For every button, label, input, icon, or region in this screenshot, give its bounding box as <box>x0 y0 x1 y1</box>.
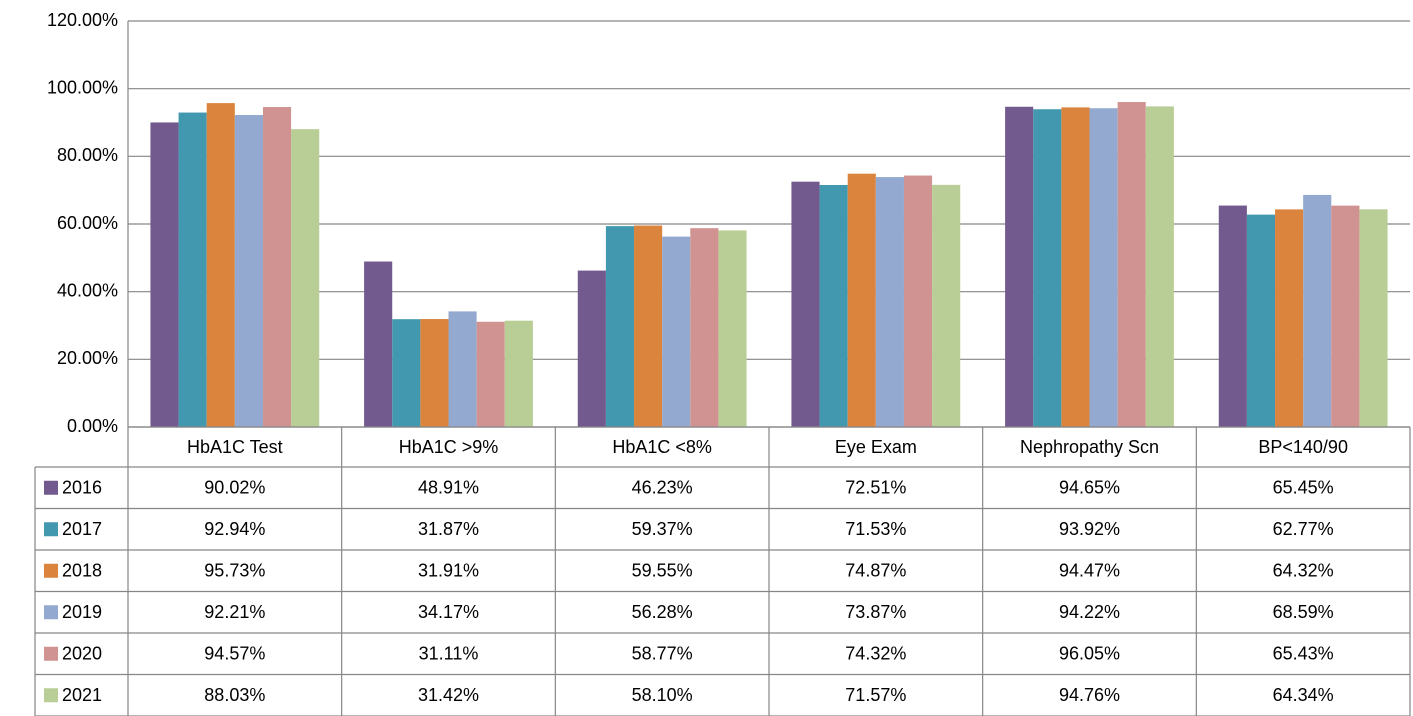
table-value: 96.05% <box>1059 644 1120 664</box>
y-tick-label: 60.00% <box>57 213 118 233</box>
table-value: 92.21% <box>204 602 265 622</box>
legend-swatch <box>44 688 58 703</box>
bar <box>1089 108 1118 427</box>
table-value: 95.73% <box>204 561 265 581</box>
bar <box>1145 106 1174 428</box>
legend-swatch <box>44 563 58 578</box>
table-value: 74.87% <box>845 561 906 581</box>
y-tick-label: 20.00% <box>57 348 118 368</box>
table-value: 94.65% <box>1059 478 1120 498</box>
table-value: 31.87% <box>418 519 479 539</box>
legend-swatch <box>44 480 58 495</box>
table-value: 62.77% <box>1273 519 1334 539</box>
bar <box>206 103 235 428</box>
bar <box>791 181 820 427</box>
bar <box>1061 107 1090 428</box>
y-tick-label: 80.00% <box>57 145 118 165</box>
bar <box>178 112 207 427</box>
bar <box>1218 205 1247 427</box>
bar <box>605 226 635 427</box>
bar <box>504 320 533 427</box>
table-value: 64.34% <box>1273 685 1334 705</box>
bar <box>634 225 663 427</box>
bar <box>1359 209 1388 427</box>
legend-label: 2020 <box>62 644 102 664</box>
bar <box>847 173 876 427</box>
table-value: 48.91% <box>418 478 479 498</box>
bar <box>903 175 933 427</box>
table-value: 65.45% <box>1273 478 1334 498</box>
bar <box>1005 106 1034 427</box>
table-value: 31.42% <box>418 685 479 705</box>
table-value: 94.57% <box>204 644 265 664</box>
legend-label: 2021 <box>62 685 102 705</box>
x-tick-label: Eye Exam <box>835 437 917 457</box>
y-tick-label: 100.00% <box>47 77 118 97</box>
table-value: 46.23% <box>632 478 693 498</box>
x-tick-label: HbA1C <8% <box>612 437 712 457</box>
table-value: 73.87% <box>845 602 906 622</box>
bar <box>662 236 691 427</box>
bar <box>364 261 393 427</box>
table-value: 68.59% <box>1273 602 1334 622</box>
x-tick-label: HbA1C Test <box>187 437 283 457</box>
bar <box>234 115 263 428</box>
bar <box>932 184 961 427</box>
table-value: 59.37% <box>632 519 693 539</box>
bar <box>1117 102 1146 428</box>
table-value: 64.32% <box>1273 561 1334 581</box>
bar <box>476 321 505 427</box>
bar <box>1303 194 1332 427</box>
bar <box>420 319 449 427</box>
table-value: 94.47% <box>1059 561 1120 581</box>
y-tick-label: 40.00% <box>57 280 118 300</box>
legend-swatch <box>44 646 58 661</box>
legend-swatch <box>44 605 58 620</box>
x-tick-label: HbA1C >9% <box>399 437 499 457</box>
table-value: 88.03% <box>204 685 265 705</box>
table-value: 31.11% <box>419 644 479 664</box>
table-value: 71.53% <box>845 519 906 539</box>
legend-label: 2018 <box>62 561 102 581</box>
table-value: 71.57% <box>845 685 906 705</box>
bar <box>819 184 848 427</box>
y-tick-label: 120.00% <box>47 10 118 30</box>
table-value: 34.17% <box>418 602 479 622</box>
bar <box>392 319 421 427</box>
legend-swatch <box>44 522 58 537</box>
table-value: 59.55% <box>632 561 693 581</box>
bar <box>1331 205 1360 427</box>
bar <box>1275 209 1304 427</box>
table-value: 90.02% <box>204 478 265 498</box>
table-value: 65.43% <box>1273 644 1334 664</box>
table-value: 94.76% <box>1059 685 1120 705</box>
bar <box>448 311 477 427</box>
bar <box>291 129 320 427</box>
legend-label: 2016 <box>62 478 102 498</box>
table-value: 94.22% <box>1059 602 1120 622</box>
bar <box>150 122 179 427</box>
x-tick-label: BP<140/90 <box>1258 437 1348 457</box>
table-value: 93.92% <box>1059 519 1120 539</box>
bar <box>577 270 606 427</box>
bar <box>718 230 747 427</box>
table-value: 31.91% <box>418 561 479 581</box>
legend-label: 2017 <box>62 519 102 539</box>
table-value: 72.51% <box>845 478 906 498</box>
bar <box>1033 109 1062 427</box>
table-value: 74.32% <box>845 644 906 664</box>
bar <box>875 177 904 427</box>
y-tick-label: 0.00% <box>67 416 118 436</box>
table-value: 58.10% <box>632 685 693 705</box>
table-value: 56.28% <box>632 602 693 622</box>
table-value: 92.94% <box>204 519 265 539</box>
table-value: 58.77% <box>632 644 693 664</box>
bar <box>262 107 292 427</box>
bar <box>1246 214 1276 427</box>
bar <box>690 228 719 427</box>
x-tick-label: Nephropathy Scn <box>1020 437 1159 457</box>
legend-label: 2019 <box>62 602 102 622</box>
